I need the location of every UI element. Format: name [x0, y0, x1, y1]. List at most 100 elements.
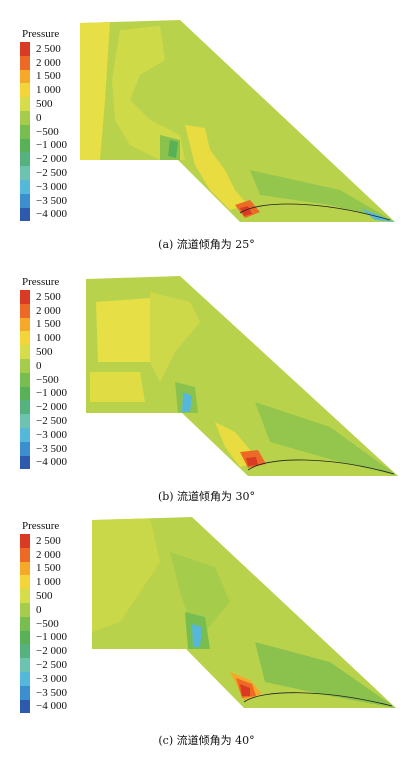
legend-label: 2 000 [36, 56, 61, 69]
legend-label: 1 500 [36, 318, 61, 331]
legend-swatch [20, 331, 30, 346]
legend-swatch [20, 166, 30, 180]
legend-row: −1 000 [20, 630, 67, 645]
legend-swatch [20, 602, 30, 617]
legend-label: −2 500 [36, 167, 67, 180]
caption-b: (b) 流道倾角为 30° [157, 490, 256, 503]
legend-label: 1 500 [36, 562, 61, 575]
legend-swatch [20, 400, 30, 415]
legend-row: −500 [20, 124, 67, 139]
legend-row: −3 000 [20, 671, 67, 686]
legend-row: 1 500 [20, 561, 67, 576]
legend-title: Pressure [22, 520, 60, 532]
legend-label: −4 000 [36, 700, 67, 713]
legend-label: −3 000 [36, 180, 67, 193]
legend-swatch [20, 671, 30, 686]
legend-row: 500 [20, 345, 67, 359]
pressure-legend-b: Pressure 2 500 2 000 1 500 1 000 500 0 −500 −1 … [20, 276, 67, 470]
legend-label: −500 [36, 617, 59, 630]
legend-swatch [20, 42, 30, 56]
legend-row: 0 [20, 110, 67, 125]
legend-rows: 2 500 2 000 1 500 1 000 500 0 −500 −1 000 −2 000… [20, 42, 67, 222]
legend-swatch [20, 561, 30, 576]
legend-swatch [20, 55, 30, 70]
panel-c: Pressure 2 500 2 000 1 500 1 000 500 0 −500 −1 … [0, 512, 413, 757]
legend-label: −3 000 [36, 428, 67, 441]
legend-swatch [20, 685, 30, 700]
legend-label: −1 000 [36, 387, 67, 400]
legend-row: −500 [20, 372, 67, 387]
legend-swatch [20, 152, 30, 167]
legend-swatch [20, 372, 30, 387]
legend-label: 2 500 [36, 42, 61, 55]
legend-row: 0 [20, 358, 67, 373]
legend-swatch [20, 110, 30, 125]
legend-row: 2 500 [20, 290, 67, 304]
legend-swatch [20, 441, 30, 456]
legend-label: −3 500 [36, 194, 67, 207]
legend-swatch [20, 534, 30, 548]
legend-label: −4 000 [36, 456, 67, 469]
legend-swatch [20, 658, 30, 672]
legend-swatch [20, 414, 30, 428]
legend-row: −4 000 [20, 207, 67, 222]
legend-rows: 2 500 2 000 1 500 1 000 500 0 −500 −1 000 −2 000… [20, 534, 67, 714]
legend-swatch [20, 616, 30, 631]
legend-row: −3 500 [20, 193, 67, 208]
legend-label: 1 500 [36, 70, 61, 83]
legend-swatch [20, 575, 30, 590]
legend-title: Pressure [22, 276, 60, 288]
wing-pressure-contour-b [86, 276, 398, 476]
caption-c: (c) 流道倾角为 40° [158, 734, 255, 747]
legend-row: −2 000 [20, 400, 67, 415]
legend-swatch [20, 303, 30, 318]
legend-swatch [20, 699, 30, 714]
legend-label: 1 000 [36, 576, 61, 589]
legend-label: 0 [36, 359, 42, 372]
legend-label: 500 [36, 590, 53, 603]
legend-row: 1 000 [20, 83, 67, 98]
legend-swatch [20, 455, 30, 470]
legend-row: 1 500 [20, 69, 67, 84]
legend-rows: 2 500 2 000 1 500 1 000 500 0 −500 −1 000 −2 000… [20, 290, 67, 470]
legend-row: −1 000 [20, 138, 67, 153]
panel-b: Pressure 2 500 2 000 1 500 1 000 500 0 −500 −1 … [0, 262, 413, 510]
legend-label: −3 500 [36, 442, 67, 455]
panel-a: Pressure 2 500 2 000 1 500 1 000 500 0 −500 −1 … [0, 0, 413, 252]
legend-label: 0 [36, 111, 42, 124]
legend-swatch [20, 630, 30, 645]
pressure-legend-c: Pressure 2 500 2 000 1 500 1 000 500 0 −500 −1 … [20, 520, 67, 714]
legend-label: −500 [36, 373, 59, 386]
legend-label: 500 [36, 346, 53, 359]
legend-row: 2 500 [20, 42, 67, 56]
legend-label: −4 000 [36, 208, 67, 221]
legend-label: 2 000 [36, 548, 61, 561]
legend-swatch [20, 138, 30, 153]
legend-row: 500 [20, 589, 67, 603]
legend-label: −2 000 [36, 645, 67, 658]
legend-label: −1 000 [36, 139, 67, 152]
legend-swatch [20, 69, 30, 84]
caption-a: (a) 流道倾角为 25° [158, 238, 255, 251]
legend-row: −2 500 [20, 414, 67, 428]
legend-swatch [20, 83, 30, 98]
legend-swatch [20, 358, 30, 373]
legend-swatch [20, 386, 30, 401]
legend-row: −2 500 [20, 166, 67, 180]
legend-label: −500 [36, 125, 59, 138]
legend-label: −2 500 [36, 659, 67, 672]
legend-label: −2 000 [36, 153, 67, 166]
legend-swatch [20, 97, 30, 111]
legend-row: 2 500 [20, 534, 67, 548]
legend-title: Pressure [22, 28, 60, 40]
legend-label: −3 500 [36, 686, 67, 699]
legend-row: 2 000 [20, 303, 67, 318]
legend-label: −3 000 [36, 672, 67, 685]
legend-row: −3 000 [20, 427, 67, 442]
legend-swatch [20, 290, 30, 304]
legend-row: −3 500 [20, 441, 67, 456]
legend-label: 500 [36, 98, 53, 111]
legend-label: 1 000 [36, 84, 61, 97]
legend-row: 1 500 [20, 317, 67, 332]
legend-row: −500 [20, 616, 67, 631]
